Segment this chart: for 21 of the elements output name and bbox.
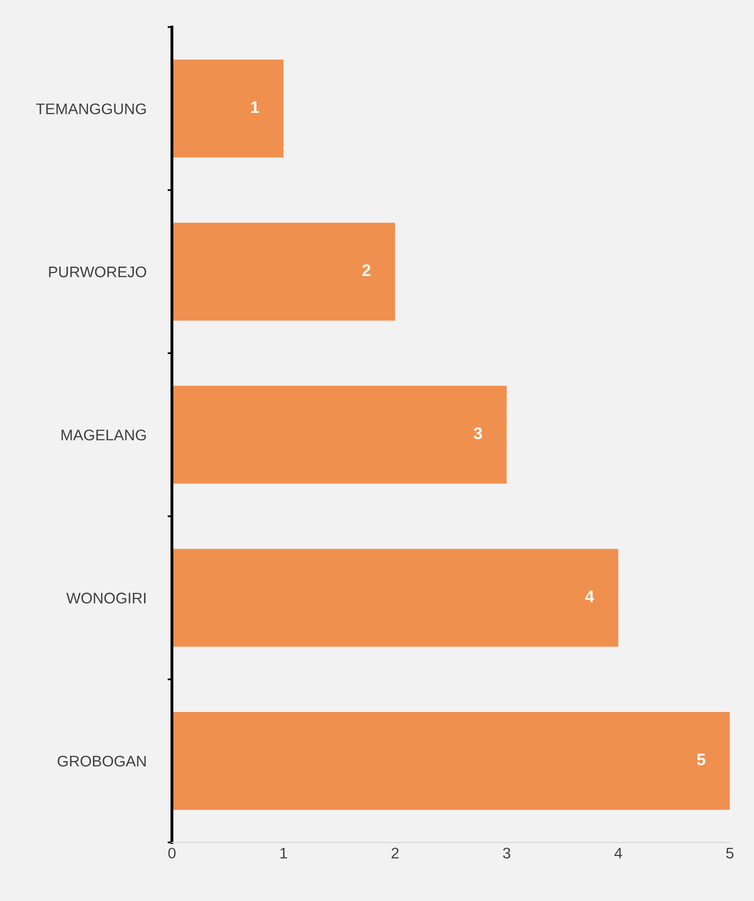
x-tick-label: 0 xyxy=(168,848,176,859)
bar xyxy=(172,712,730,810)
bar xyxy=(172,548,618,647)
y-tick-label: PURWOREJO xyxy=(49,266,146,278)
x-tick-label: 5 xyxy=(726,848,734,859)
x-tick-label: 4 xyxy=(614,848,622,858)
data-label: 1 xyxy=(251,101,259,113)
y-tick-label: TEMANGGUNG xyxy=(36,103,146,114)
bar xyxy=(172,222,396,321)
data-label: 4 xyxy=(585,590,594,602)
y-tick-label: GROBOGAN xyxy=(58,756,146,767)
bar xyxy=(172,60,284,158)
bar xyxy=(172,386,507,484)
x-tick-label: 2 xyxy=(392,848,399,858)
data-label: 5 xyxy=(697,754,706,766)
x-tick-label: 3 xyxy=(503,848,510,859)
data-label: 2 xyxy=(362,264,370,276)
data-label: 3 xyxy=(474,427,482,440)
y-tick-label: WONOGIRI xyxy=(66,592,146,604)
y-tick-label: MAGELANG xyxy=(62,430,146,440)
x-tick-label: 1 xyxy=(280,848,288,858)
